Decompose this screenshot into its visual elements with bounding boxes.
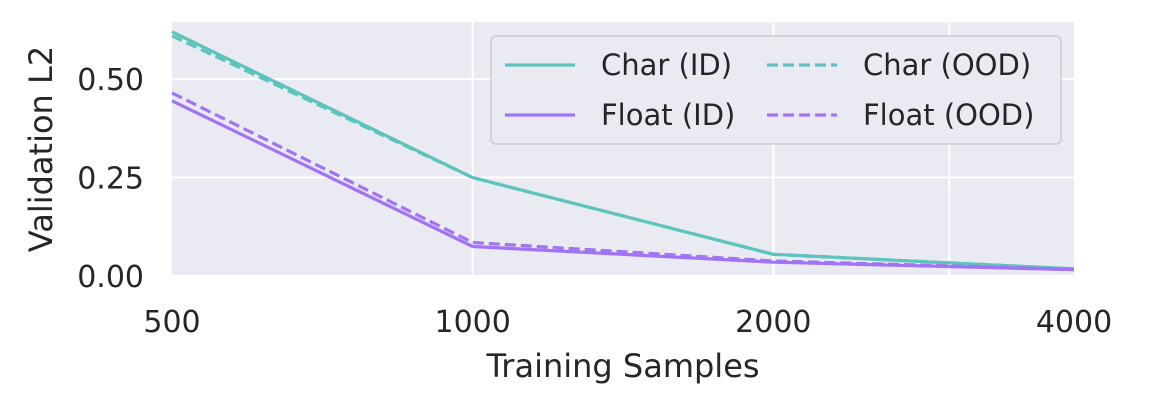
legend-label: Float (OOD)	[863, 98, 1034, 132]
series-line	[171, 34, 1075, 271]
x-tick-label: 1000	[434, 305, 510, 340]
legend-label: Float (ID)	[601, 98, 735, 132]
y-tick-labels: 0.00 0.25 0.50	[77, 63, 144, 295]
y-tick-label: 0.50	[77, 63, 144, 98]
x-tick-labels: 500 1000 2000 4000	[143, 305, 1112, 340]
legend: Char (ID) Char (OOD) Float (ID) Float (OOD)	[490, 35, 1062, 145]
x-tick-label: 2000	[735, 305, 811, 340]
legend-label: Char (ID)	[601, 48, 732, 82]
legend-box	[490, 35, 1062, 145]
y-axis-label: Validation L2	[22, 46, 60, 252]
legend-label: Char (OOD)	[863, 48, 1031, 82]
series-line	[171, 91, 1075, 271]
y-tick-label: 0.25	[77, 162, 144, 197]
series-lines	[171, 30, 1075, 272]
x-tick-label: 500	[143, 305, 200, 340]
y-tick-label: 0.00	[77, 260, 144, 295]
x-tick-label: 4000	[1036, 305, 1112, 340]
x-axis-label: Training Samples	[485, 347, 759, 385]
